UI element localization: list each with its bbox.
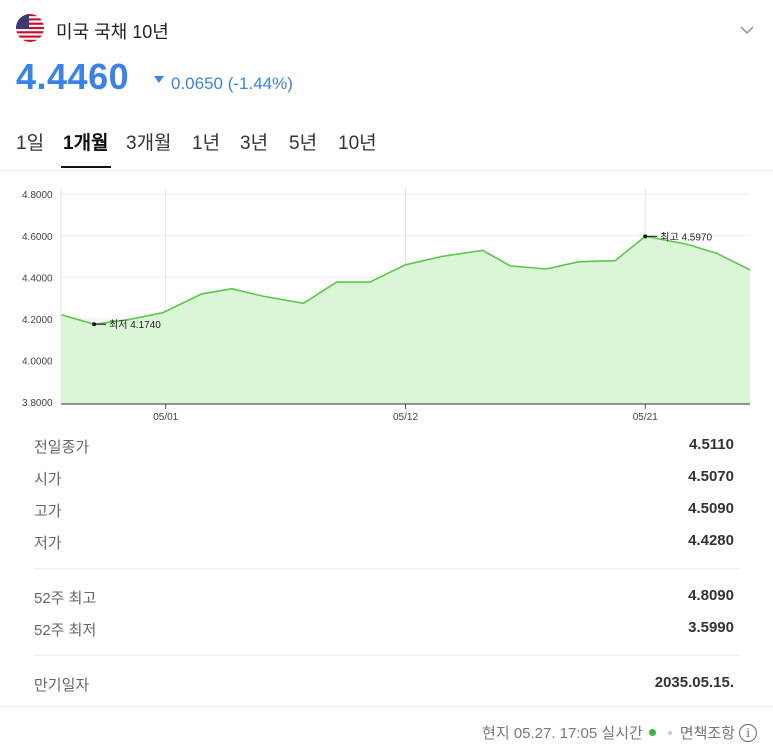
stat-row-prev-close: 전일종가 4.5110 [34, 430, 740, 462]
stat-value: 4.8090 [688, 587, 734, 604]
y-tick-label: 4.0000 [22, 356, 53, 367]
tab-10y[interactable]: 10년 [338, 133, 377, 154]
y-tick-label: 3.8000 [22, 398, 53, 409]
annotation-label: 최고 4.5970 [660, 231, 712, 243]
stat-label: 전일종가 [34, 439, 90, 456]
info-icon[interactable]: i [739, 723, 757, 742]
area-fill [61, 236, 750, 404]
price-chart[interactable]: 4.8000 4.6000 4.4000 4.2000 4.0000 3.8000 05/0… [0, 180, 773, 423]
update-time: 현지 05.27. 17:05 실시간 [482, 725, 643, 742]
stat-label: 고가 [34, 503, 62, 520]
stat-value: 4.5070 [688, 468, 734, 485]
live-dot-icon [648, 729, 656, 736]
header: 미국 국채 10년 [16, 12, 757, 48]
y-tick-label: 4.8000 [22, 190, 53, 201]
stat-row-open: 시가 4.5070 [34, 462, 740, 494]
separator-dot [667, 730, 672, 735]
divider [34, 655, 740, 656]
tab-3y[interactable]: 3년 [240, 133, 269, 154]
x-tick-label: 05/01 [153, 412, 178, 420]
stat-value: 3.5990 [688, 619, 734, 636]
period-tabs: 1일 1개월 3개월 1년 3년 5년 10년 [0, 120, 773, 171]
stat-value: 4.5090 [688, 500, 734, 517]
price-change: 0.0650 (-1.44%) [171, 74, 293, 93]
footer: 현지 05.27. 17:05 실시간 면책조항 i [482, 722, 757, 743]
divider [34, 568, 740, 569]
y-tick-label: 4.6000 [22, 232, 53, 243]
x-tick-label: 05/12 [393, 412, 418, 420]
down-triangle-icon [154, 76, 164, 83]
stat-label: 저가 [34, 535, 62, 552]
stats-panel: 전일종가 4.5110 시가 4.5070 고가 4.5090 저가 4.428… [34, 430, 740, 700]
stat-row-high: 고가 4.5090 [34, 494, 740, 526]
stat-row-52w-high: 52주 최고 4.8090 [34, 581, 740, 613]
stat-value: 4.4280 [688, 532, 734, 549]
tab-3m[interactable]: 3개월 [126, 133, 172, 154]
stat-row-low: 저가 4.4280 [34, 526, 740, 558]
tab-5y[interactable]: 5년 [289, 133, 318, 154]
stat-label: 52주 최저 [34, 622, 97, 639]
stat-value: 2035.05.15. [654, 674, 734, 691]
disclaimer-link[interactable]: 면책조항 [679, 725, 735, 742]
stat-label: 52주 최고 [34, 590, 97, 607]
stat-row-52w-low: 52주 최저 3.5990 [34, 613, 740, 645]
stat-label: 시가 [34, 471, 62, 488]
stat-row-maturity: 만기일자 2035.05.15. [34, 668, 740, 700]
page-title: 미국 국채 10년 [56, 22, 169, 42]
current-price: 4.4460 [16, 56, 130, 97]
tab-1d[interactable]: 1일 [16, 133, 45, 154]
us-flag-icon [16, 14, 44, 42]
annotation-label: 최저 4.1740 [109, 319, 161, 331]
stat-value: 4.5110 [688, 436, 734, 453]
series-line [60, 235, 751, 326]
y-tick-label: 4.4000 [22, 273, 53, 284]
stat-label: 만기일자 [34, 677, 90, 694]
divider [0, 706, 773, 707]
y-tick-label: 4.2000 [22, 315, 53, 326]
chevron-down-icon[interactable] [737, 20, 757, 40]
tab-1m[interactable]: 1개월 [61, 128, 111, 168]
x-tick-label: 05/21 [633, 412, 658, 420]
tab-1y[interactable]: 1년 [192, 133, 221, 154]
